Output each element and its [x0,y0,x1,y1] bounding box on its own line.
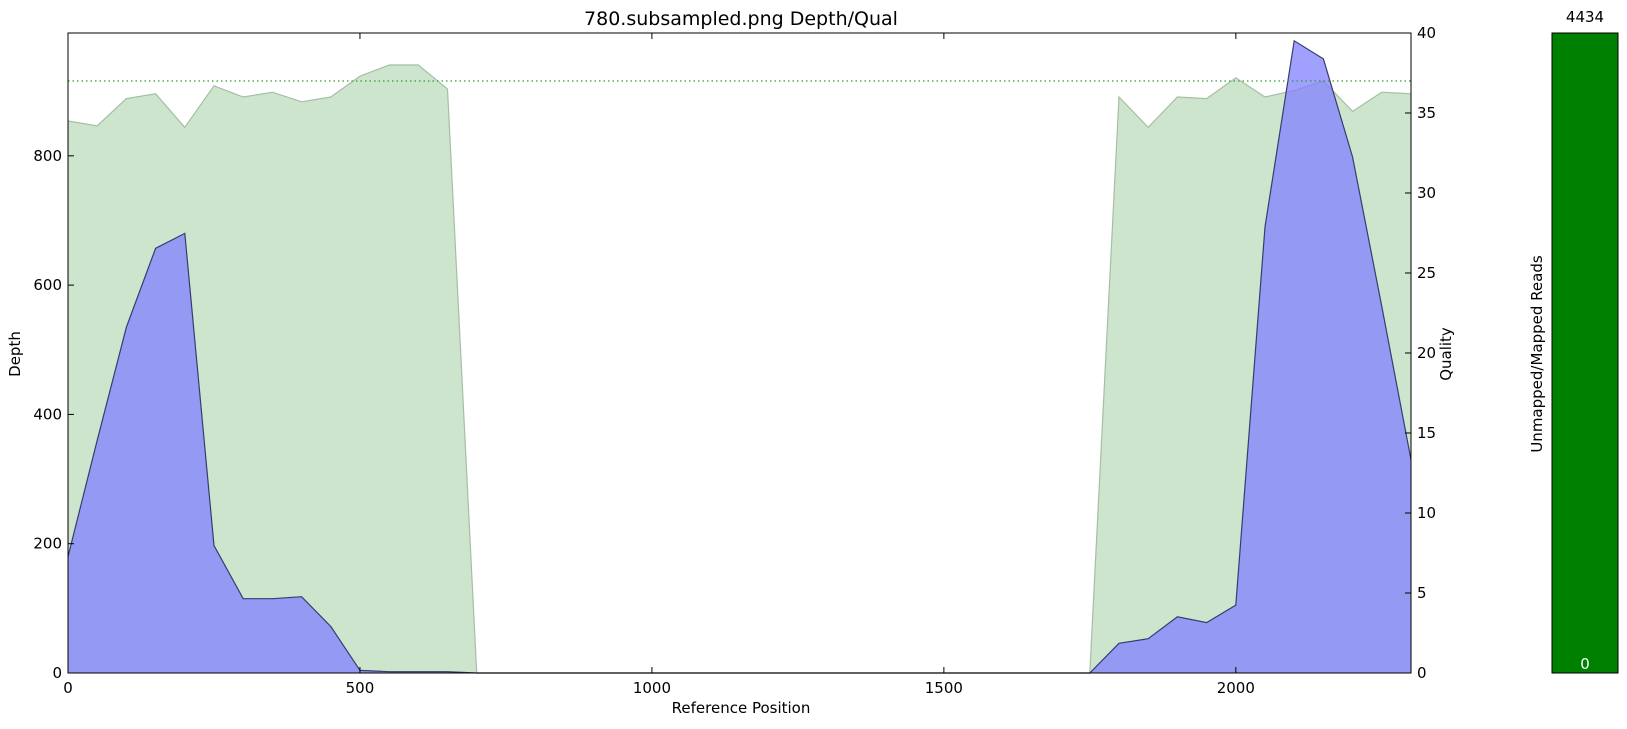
quality-tick-label-20: 20 [1417,344,1436,362]
depth-tick-label-400: 400 [33,405,62,423]
chart-title: 780.subsampled.png Depth/Qual [584,8,898,30]
depth-tick-label-800: 800 [33,147,62,165]
depth-tick-label-600: 600 [33,276,62,294]
reads-bar-axis-title: Unmapped/Mapped Reads [1528,255,1546,453]
main-plot-area: 0 500 1000 1500 2000 0 200 400 600 800 0 5 10 15 20 2… [33,24,1436,697]
quality-tick-label-15: 15 [1417,424,1436,442]
x-tick-label-1000: 1000 [633,679,671,697]
quality-tick-label-35: 35 [1417,104,1436,122]
depth-tick-label-0: 0 [52,664,62,682]
reads-bar-panel: 4434 0 Unmapped/Mapped Reads [1528,8,1618,673]
x-axis-title: Reference Position [672,699,811,717]
depth-axis-title: Depth [6,331,24,377]
x-tick-label-500: 500 [346,679,375,697]
quality-tick-label-10: 10 [1417,504,1436,522]
quality-area-fill [68,65,1411,673]
quality-tick-label-40: 40 [1417,24,1436,42]
x-tick-label-2000: 2000 [1217,679,1255,697]
quality-area-layer [68,65,1411,673]
depth-tick-label-200: 200 [33,535,62,553]
quality-tick-label-30: 30 [1417,184,1436,202]
quality-tick-label-5: 5 [1417,584,1427,602]
quality-tick-label-25: 25 [1417,264,1436,282]
reads-bar-top-label: 4434 [1566,8,1604,26]
reads-bar-bottom-label: 0 [1580,655,1590,673]
mapped-reads-bar [1552,33,1618,673]
x-tick-label-1500: 1500 [925,679,963,697]
quality-tick-label-0: 0 [1417,664,1427,682]
quality-axis-title: Quality [1437,327,1455,381]
x-tick-label-0: 0 [63,679,73,697]
